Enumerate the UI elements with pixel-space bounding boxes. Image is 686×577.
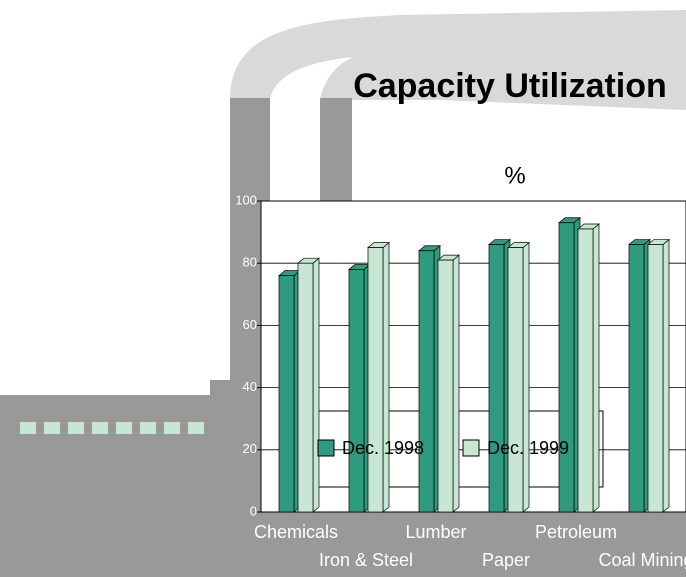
legend-swatch xyxy=(462,439,480,457)
bar xyxy=(558,217,581,513)
x-tick-label: Iron & Steel xyxy=(319,550,413,570)
bar xyxy=(367,241,390,513)
x-tick-label: Paper xyxy=(482,550,530,570)
bar xyxy=(297,257,320,513)
bar xyxy=(647,238,670,513)
x-tick-label: Lumber xyxy=(405,522,466,542)
chart-subtitle: % xyxy=(504,162,525,189)
bar xyxy=(507,241,530,513)
y-tick-label: 80 xyxy=(243,255,257,270)
y-tick-label: 60 xyxy=(243,317,257,332)
bar xyxy=(488,238,511,513)
y-tick-label: 20 xyxy=(243,441,257,456)
bar xyxy=(577,223,600,513)
bar xyxy=(418,245,441,513)
bar xyxy=(628,238,651,513)
y-tick-label: 0 xyxy=(250,503,257,518)
legend-label: Dec. 1999 xyxy=(487,438,569,458)
x-tick-label: Petroleum xyxy=(535,522,617,542)
legend-swatch xyxy=(317,439,335,457)
y-tick-label: 100 xyxy=(235,192,257,207)
x-tick-label: Coal Mining xyxy=(598,550,686,570)
chart-title: Capacity Utilization xyxy=(353,67,667,105)
bar xyxy=(437,254,460,513)
legend-label: Dec. 1998 xyxy=(342,438,424,458)
bar xyxy=(278,269,301,513)
bar xyxy=(348,263,371,513)
y-tick-label: 40 xyxy=(243,379,257,394)
x-tick-label: Chemicals xyxy=(254,522,338,542)
